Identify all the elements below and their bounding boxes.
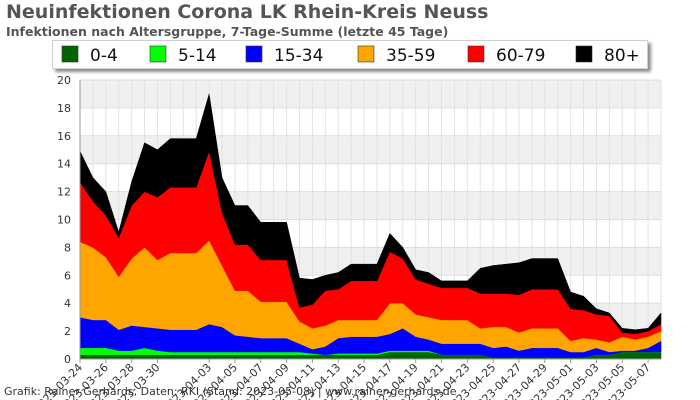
legend-label-60-79: 60-79 xyxy=(496,46,545,66)
legend-label-80plus: 80+ xyxy=(604,46,640,66)
y-tick-label: 6 xyxy=(64,269,71,282)
y-tick-label: 18 xyxy=(57,102,71,115)
legend-swatch-35-59 xyxy=(357,45,375,63)
y-tick-label: 0 xyxy=(64,353,71,366)
chart-subtitle: Infektionen nach Altersgruppe, 7-Tage-Su… xyxy=(6,24,449,39)
y-tick-label: 8 xyxy=(64,241,71,254)
y-tick-label: 14 xyxy=(57,158,71,171)
y-tick-label: 16 xyxy=(57,130,71,143)
legend-swatch-0-4 xyxy=(61,45,79,63)
y-tick-label: 2 xyxy=(64,325,71,338)
legend-label-0-4: 0-4 xyxy=(90,46,118,66)
legend-label-15-34: 15-34 xyxy=(274,46,323,66)
legend-swatch-60-79 xyxy=(467,45,485,63)
legend-label-35-59: 35-59 xyxy=(386,46,435,66)
y-tick-label: 12 xyxy=(57,186,71,199)
legend-swatch-5-14 xyxy=(149,45,167,63)
y-tick-label: 4 xyxy=(64,297,71,310)
y-tick-label: 10 xyxy=(57,214,71,227)
legend-swatch-15-34 xyxy=(245,45,263,63)
source-credit: Grafik: Rainer Gerhards, Daten: RKI (Sta… xyxy=(4,385,457,398)
chart-title: Neuinfektionen Corona LK Rhein-Kreis Neu… xyxy=(6,1,489,23)
legend-swatch-80plus xyxy=(575,45,593,63)
area-series-80plus xyxy=(79,93,662,335)
legend-label-5-14: 5-14 xyxy=(178,46,217,66)
grid-band xyxy=(80,107,661,136)
y-tick-label: 20 xyxy=(57,74,71,87)
grid-band xyxy=(80,80,661,108)
